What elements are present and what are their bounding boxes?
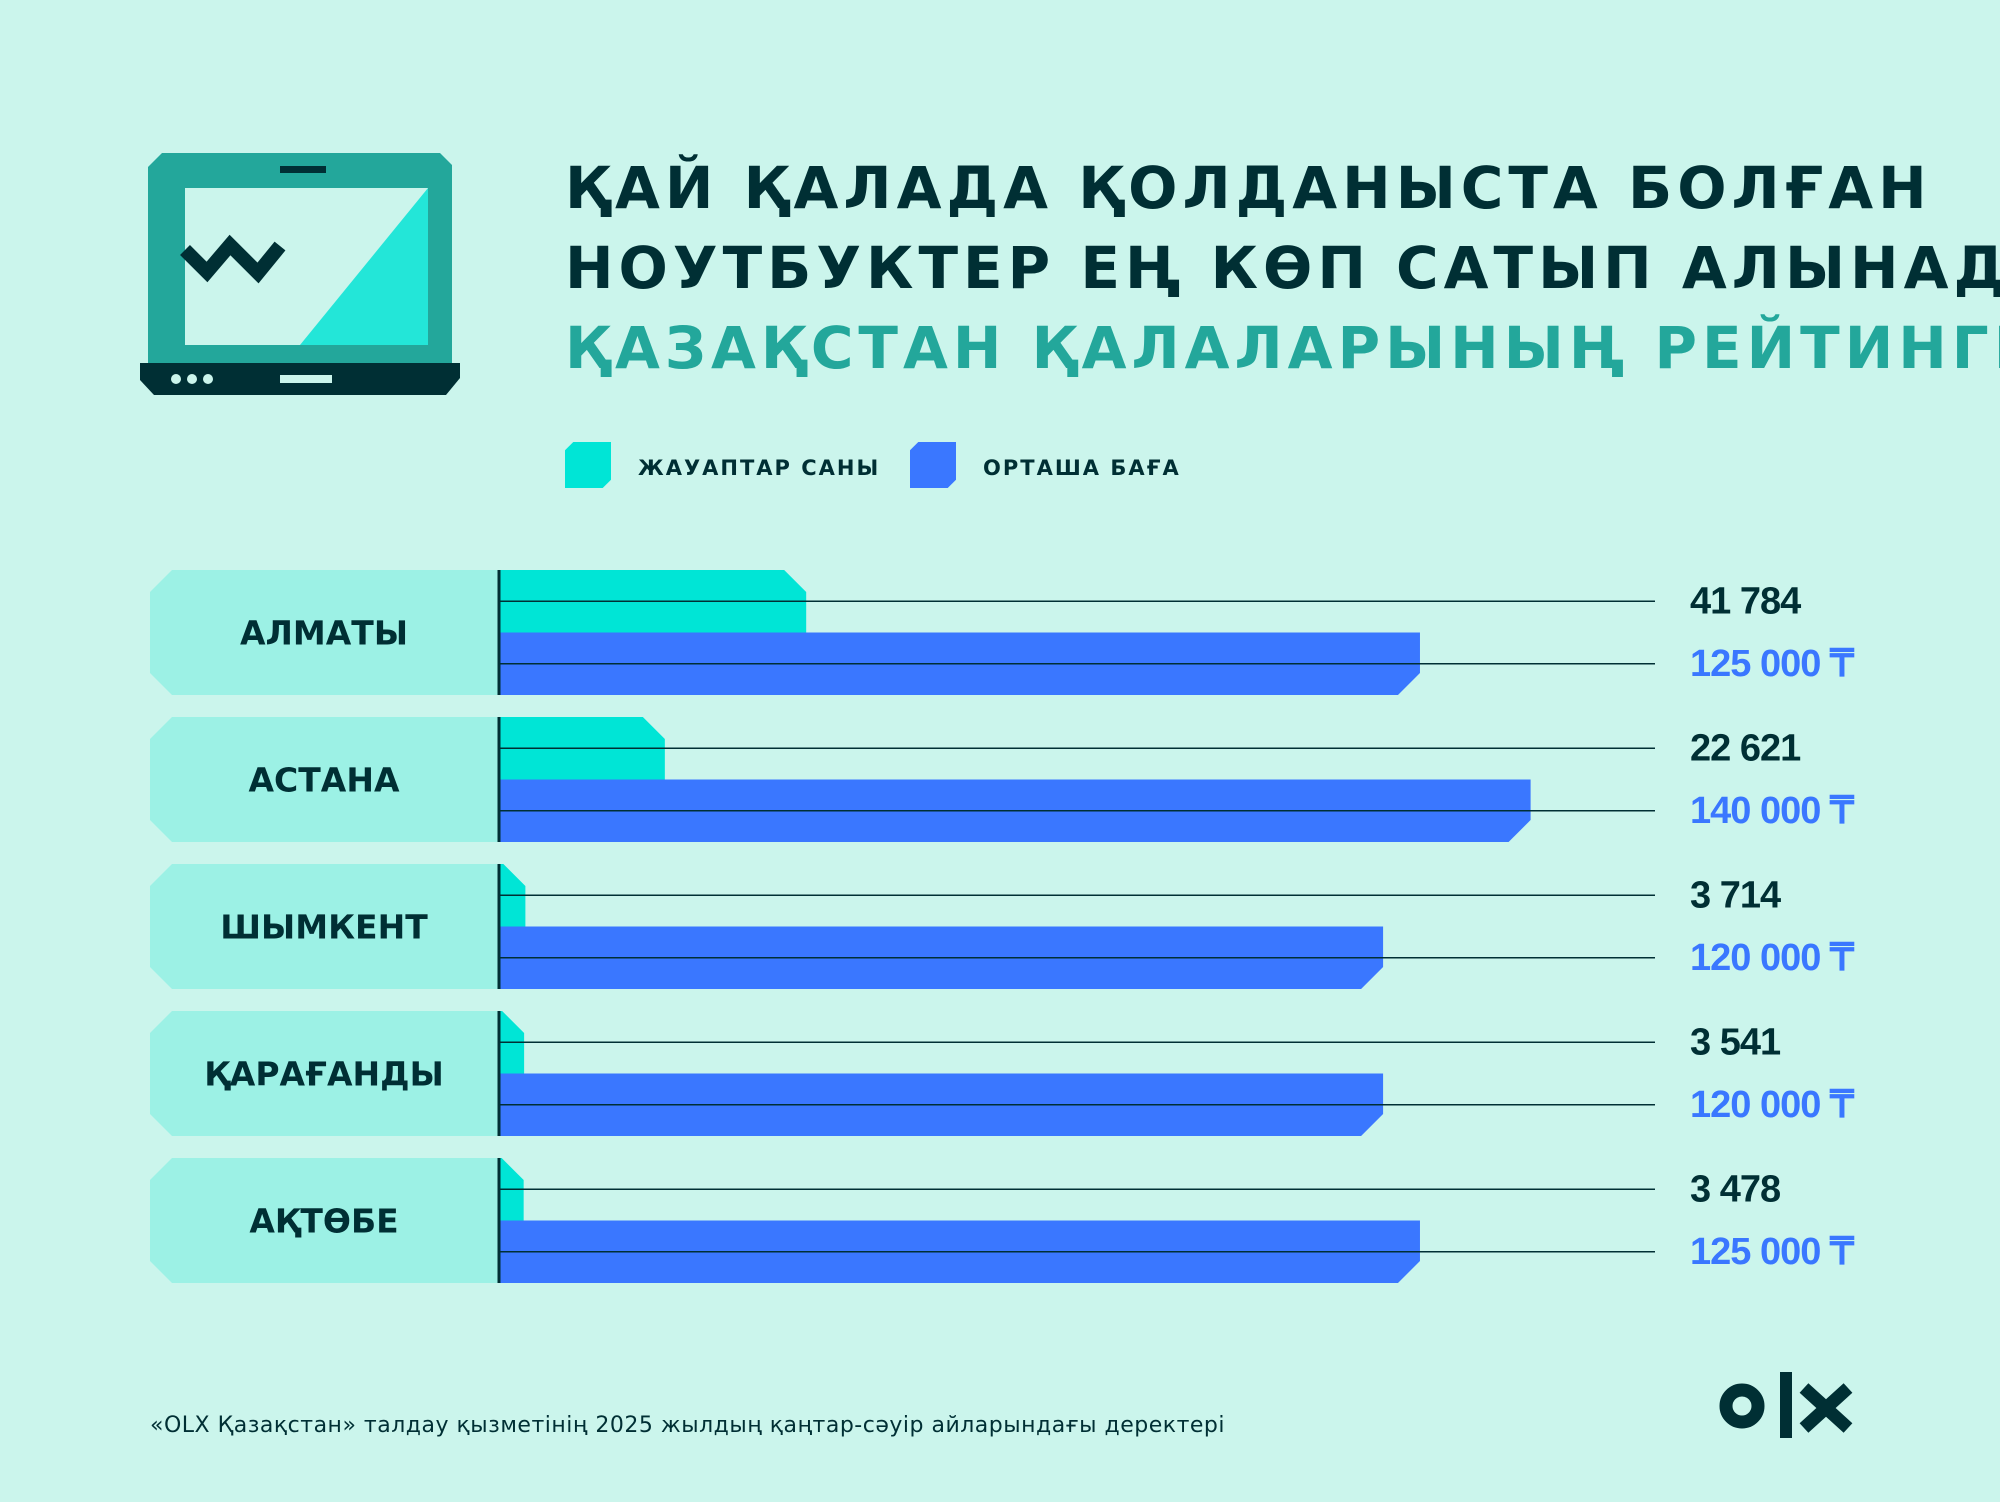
page-title-line-2: НОУТБУКТЕР ЕҢ КӨП САТЫП АЛЫНАДЫ bbox=[565, 234, 2000, 302]
page-subtitle: ҚАЗАҚСТАН ҚАЛАЛАРЫНЫҢ РЕЙТИНГІ bbox=[565, 314, 2000, 382]
category-panel bbox=[150, 1158, 498, 1283]
page-title-line-1: ҚАЙ ҚАЛАДА ҚОЛДАНЫСТА БОЛҒАН bbox=[565, 154, 1932, 222]
value-label-responses: 41 784 bbox=[1690, 580, 1801, 622]
category-panel bbox=[150, 1011, 498, 1136]
value-label-responses: 3 478 bbox=[1690, 1168, 1780, 1210]
legend-swatch-price bbox=[910, 442, 956, 488]
title-block: ҚАЙ ҚАЛАДА ҚОЛДАНЫСТА БОЛҒАН НОУТБУКТЕР … bbox=[565, 148, 2000, 388]
value-label-responses: 22 621 bbox=[1690, 727, 1801, 769]
value-label-price: 140 000 ₸ bbox=[1690, 790, 1855, 832]
value-label-price: 125 000 ₸ bbox=[1690, 1231, 1855, 1273]
category-panel bbox=[150, 864, 498, 989]
category-label: АСТАНА bbox=[249, 761, 400, 800]
category-panel bbox=[150, 717, 498, 842]
value-label-responses: 3 714 bbox=[1690, 874, 1781, 916]
value-label-price: 120 000 ₸ bbox=[1690, 1084, 1855, 1126]
source-note: «OLX Қазақстан» талдау қызметінің 2025 ж… bbox=[150, 1413, 1226, 1438]
category-label: АҚТӨБЕ bbox=[249, 1202, 398, 1241]
value-label-price: 125 000 ₸ bbox=[1690, 643, 1855, 685]
value-label-price: 120 000 ₸ bbox=[1690, 937, 1855, 979]
bar-chart: АЛМАТЫ 41 784 125 000 ₸ АСТАНА 22 621 140 000… bbox=[150, 570, 1856, 1283]
olx-logo bbox=[1719, 1372, 1853, 1438]
category-label: АЛМАТЫ bbox=[240, 614, 408, 653]
value-label-responses: 3 541 bbox=[1690, 1021, 1781, 1063]
category-label: ШЫМКЕНТ bbox=[220, 908, 428, 947]
legend-swatch-responses bbox=[565, 442, 611, 488]
category-panel bbox=[150, 570, 498, 695]
legend-label-price: ОРТАША БАҒА bbox=[983, 456, 1181, 480]
category-label: ҚАРАҒАНДЫ bbox=[204, 1055, 444, 1094]
laptop-icon bbox=[140, 153, 460, 395]
legend-label-responses: ЖАУАПТАР САНЫ bbox=[638, 456, 881, 480]
